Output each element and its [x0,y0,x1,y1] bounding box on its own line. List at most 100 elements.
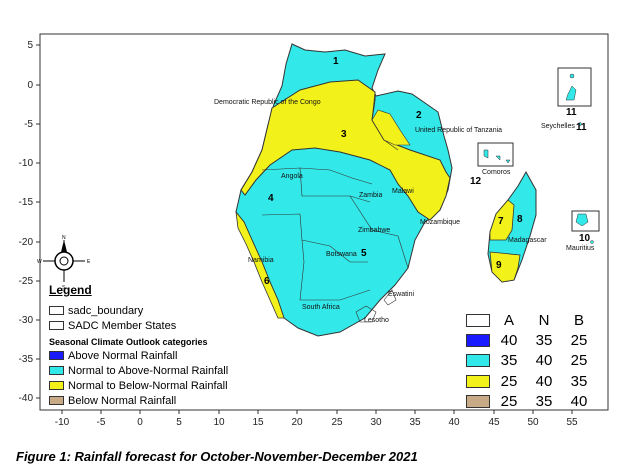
region-zone-7 [489,199,515,241]
zone-number: 10 [579,233,591,244]
category-label: Normal to Above-Normal Rainfall [68,364,229,377]
x-tick: 15 [252,417,264,428]
label-botswana: Botswana [326,251,357,258]
prob-row: 40 35 25 [466,331,587,349]
island-dot [578,122,582,126]
category-swatch [49,351,64,360]
y-tick: -40 [19,393,34,404]
category-swatch [49,396,64,405]
seychelles-inset [557,67,592,107]
prob-swatch [466,374,490,388]
label-angola: Angola [281,173,303,180]
region-zone-6 [235,210,285,319]
legend-boundary: sadc_boundary [49,304,143,317]
label-seychelles: Seychelles [541,123,575,130]
region-zone-3 [240,79,451,221]
x-tick: 5 [176,417,182,428]
prob-header-n: N [538,311,550,329]
y-tick: 0 [27,80,33,91]
region-zone-9 [489,251,521,283]
x-tick: 35 [409,417,421,428]
label-mauritius: Mauritius [566,245,595,252]
x-tick: 30 [370,417,382,428]
prob-header: A N B [466,311,584,329]
zone-number: 12 [470,176,482,187]
y-tick: -10 [19,158,34,169]
swatch-boundary [49,306,64,315]
zone-number: 11 [566,107,577,118]
legend-category: Normal to Below-Normal Rainfall [49,379,228,392]
zone-number: 1 [333,56,339,67]
zone-number: 11 [576,122,587,133]
legend-categories-title: Seasonal Climate Outlook categories [49,337,208,347]
prob-b: 25 [570,351,588,369]
compass-s: S [62,285,66,291]
label-zambia: Zambia [359,192,382,199]
x-tick: 50 [527,417,539,428]
label-tanzania: United Republic of Tanzania [415,127,502,134]
y-tick: -35 [19,354,34,365]
zone-number: 4 [268,193,274,204]
label-lesotho: Lesotho [364,317,389,324]
compass-e: E [87,259,91,265]
category-label: Normal to Below-Normal Rainfall [68,379,228,392]
compass-w: W [37,259,42,265]
prob-n: 35 [535,392,553,410]
legend-boundary-label: sadc_boundary [68,304,144,317]
y-tick: -30 [19,315,34,326]
y-tick: -5 [24,119,33,130]
prob-header-a: A [503,311,514,329]
y-tick: -15 [19,197,34,208]
prob-row: 25 40 35 [466,372,587,390]
legend-member-states: SADC Member States [49,319,176,332]
prob-b: 40 [570,392,588,410]
prob-header-swatch [466,313,490,327]
prob-a: 35 [500,351,518,369]
island-shape [575,213,589,227]
prob-n: 40 [535,372,553,390]
island-shape [495,155,501,161]
prob-header-b: B [573,311,584,329]
category-label: Above Normal Rainfall [68,349,178,362]
x-tick: 10 [213,417,225,428]
country-borders [261,91,409,323]
zone-number: 6 [264,276,270,287]
label-zimbabwe: Zimbabwe [358,227,390,234]
legend-member-states-label: SADC Member States [68,319,177,332]
seychelles-island [565,85,577,101]
compass-rose: N S E W [37,235,91,291]
category-swatch [49,381,64,390]
category-swatch [49,366,64,375]
prob-row: 35 40 25 [466,351,587,369]
label-drc: Democratic Republic of the Congo [214,99,321,106]
x-tick: 20 [291,417,303,428]
prob-b: 35 [570,372,588,390]
zone-number: 5 [361,248,367,259]
zone-number: 2 [416,110,422,121]
prob-swatch [466,394,490,408]
prob-n: 40 [535,351,553,369]
y-tick: -20 [19,237,34,248]
y-axis: 5 0 -5 -10 -15 -20 -25 -30 -35 -40 [19,40,40,404]
category-label: Below Normal Rainfall [68,394,177,407]
label-madagascar: Madagascar [508,237,547,244]
label-comoros: Comoros [482,169,511,176]
island-shape [483,149,489,159]
zone-number: 9 [496,260,502,271]
label-mozambique: Mozambique [420,219,460,226]
island-dot [590,240,594,244]
zone-number: 7 [498,216,504,227]
x-tick: 25 [331,417,343,428]
prob-a: 40 [500,331,518,349]
island-dot [569,73,575,79]
label-eswatini: Eswatini [388,291,415,298]
prob-swatch [466,333,490,347]
zone-number: 8 [517,214,523,225]
swatch-member-states [49,321,64,330]
x-tick: 0 [137,417,143,428]
prob-swatch [466,353,490,367]
label-namibia: Namibia [248,257,274,264]
label-malawi: Malawi [392,188,414,195]
legend-category: Normal to Above-Normal Rainfall [49,364,228,377]
